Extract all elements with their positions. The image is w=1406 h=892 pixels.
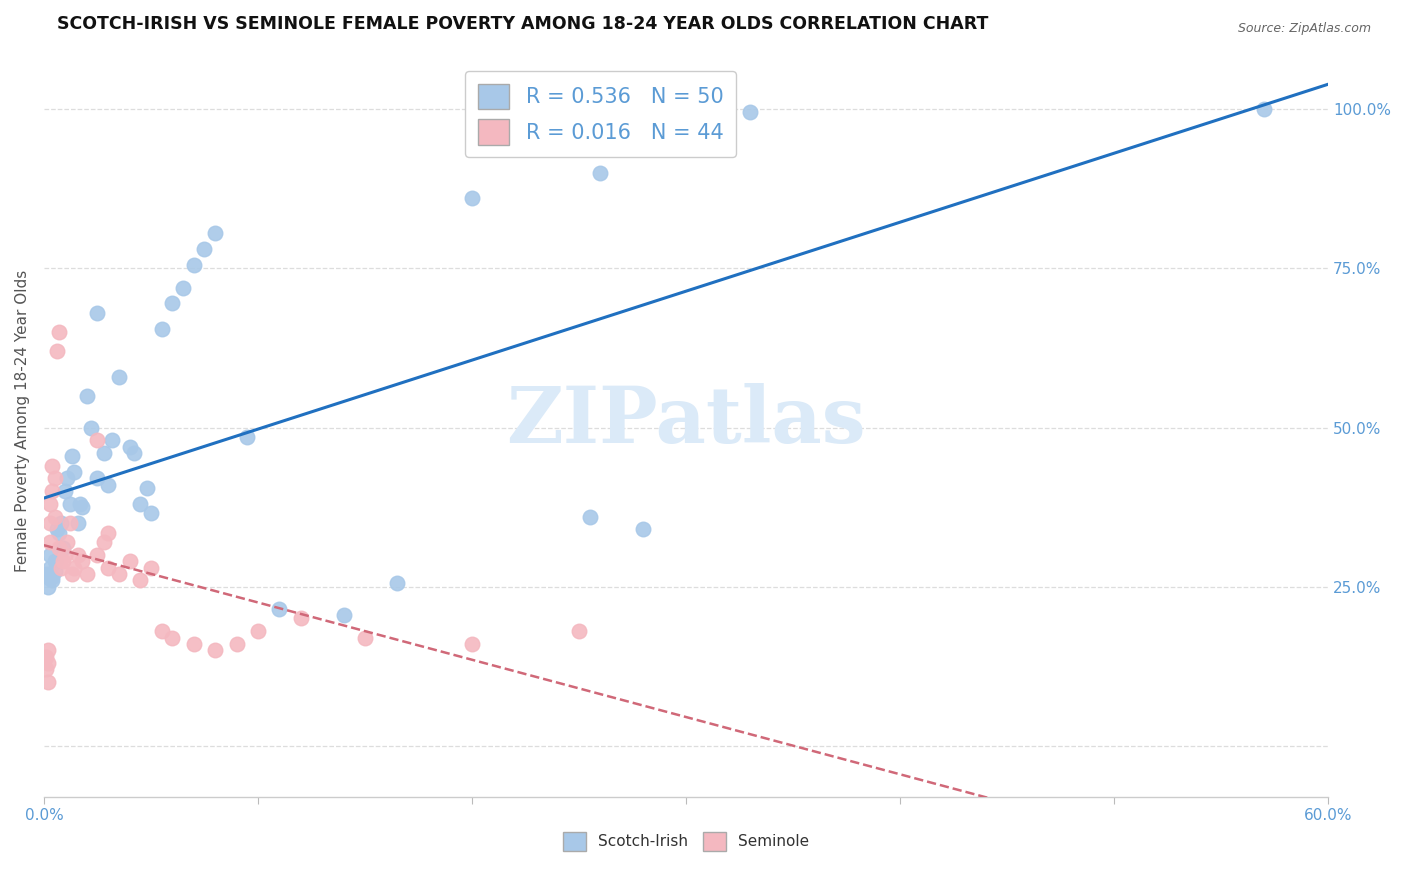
Point (86, 306, 108, 320)
Point (58, 497, 80, 511)
Point (183, 637, 205, 651)
Point (58, 516, 80, 530)
Point (39, 516, 62, 530)
Point (80, 420, 103, 434)
Point (67, 516, 90, 530)
Point (44, 554, 66, 568)
Point (86, 434, 108, 448)
Legend: R = 0.536   N = 50, R = 0.016   N = 44: R = 0.536 N = 50, R = 0.016 N = 44 (465, 71, 735, 157)
Point (49, 560, 72, 574)
Point (48, 525, 70, 540)
Point (183, 258, 205, 272)
Point (56, 535, 79, 549)
Text: Source: ZipAtlas.com: Source: ZipAtlas.com (1237, 22, 1371, 36)
Point (461, 637, 484, 651)
Point (740, 105, 762, 120)
Point (35, 662, 58, 676)
Point (122, 446, 145, 460)
Point (461, 191, 484, 205)
Point (48, 325, 70, 339)
Point (44, 509, 66, 524)
Point (578, 509, 600, 524)
Point (53, 484, 76, 499)
Point (589, 166, 612, 180)
Point (37, 580, 59, 594)
Point (246, 624, 269, 639)
Point (39, 560, 62, 574)
Point (97, 560, 120, 574)
Point (76, 389, 98, 403)
Point (37, 570, 59, 584)
Point (39, 497, 62, 511)
Point (52, 554, 75, 568)
Point (60, 566, 83, 581)
Point (44, 471, 66, 485)
Point (290, 611, 312, 625)
Point (48, 541, 70, 556)
Point (37, 656, 59, 670)
Point (56, 471, 79, 485)
Point (193, 243, 215, 257)
Point (204, 227, 226, 241)
Point (49, 516, 72, 530)
Point (225, 637, 247, 651)
Point (150, 624, 173, 639)
Point (236, 430, 259, 444)
Point (150, 322, 173, 336)
Point (39, 548, 62, 562)
Point (52, 541, 75, 556)
Point (45, 522, 67, 536)
Point (44, 564, 66, 578)
Point (37, 675, 59, 690)
Point (269, 602, 291, 616)
Point (86, 471, 108, 485)
Point (63, 465, 86, 479)
Text: ZIPatlas: ZIPatlas (506, 384, 866, 459)
Point (93, 535, 115, 549)
Point (35, 649, 58, 664)
Point (41, 484, 63, 499)
Point (1253, 103, 1275, 117)
Point (129, 574, 152, 588)
Point (97, 525, 120, 540)
Point (41, 570, 63, 584)
Point (118, 440, 141, 454)
Point (67, 548, 90, 562)
Point (41, 574, 63, 588)
Point (60, 449, 83, 463)
Point (41, 458, 63, 473)
Point (97, 478, 120, 492)
Point (45, 344, 67, 359)
Point (69, 497, 91, 511)
Point (162, 631, 184, 645)
Point (107, 369, 129, 384)
Point (72, 500, 94, 514)
Point (76, 566, 98, 581)
Point (129, 497, 152, 511)
Point (354, 631, 377, 645)
Point (631, 522, 654, 536)
Point (35, 566, 58, 581)
Point (93, 446, 115, 460)
Point (86, 548, 108, 562)
Point (332, 608, 354, 623)
Point (172, 280, 194, 294)
Text: SCOTCH-IRISH VS SEMINOLE FEMALE POVERTY AMONG 18-24 YEAR OLDS CORRELATION CHART: SCOTCH-IRISH VS SEMINOLE FEMALE POVERTY … (56, 15, 988, 33)
Point (139, 507, 162, 521)
Point (39, 535, 62, 549)
Point (53, 548, 76, 562)
Point (37, 643, 59, 657)
Point (139, 560, 162, 574)
Point (568, 624, 591, 639)
Point (63, 560, 86, 574)
Point (118, 554, 141, 568)
Point (101, 434, 124, 448)
Point (135, 481, 157, 495)
Point (204, 643, 226, 657)
Point (162, 296, 184, 310)
Point (107, 566, 129, 581)
Point (72, 554, 94, 568)
Y-axis label: Female Poverty Among 18-24 Year Olds: Female Poverty Among 18-24 Year Olds (15, 270, 30, 573)
Point (385, 576, 408, 591)
